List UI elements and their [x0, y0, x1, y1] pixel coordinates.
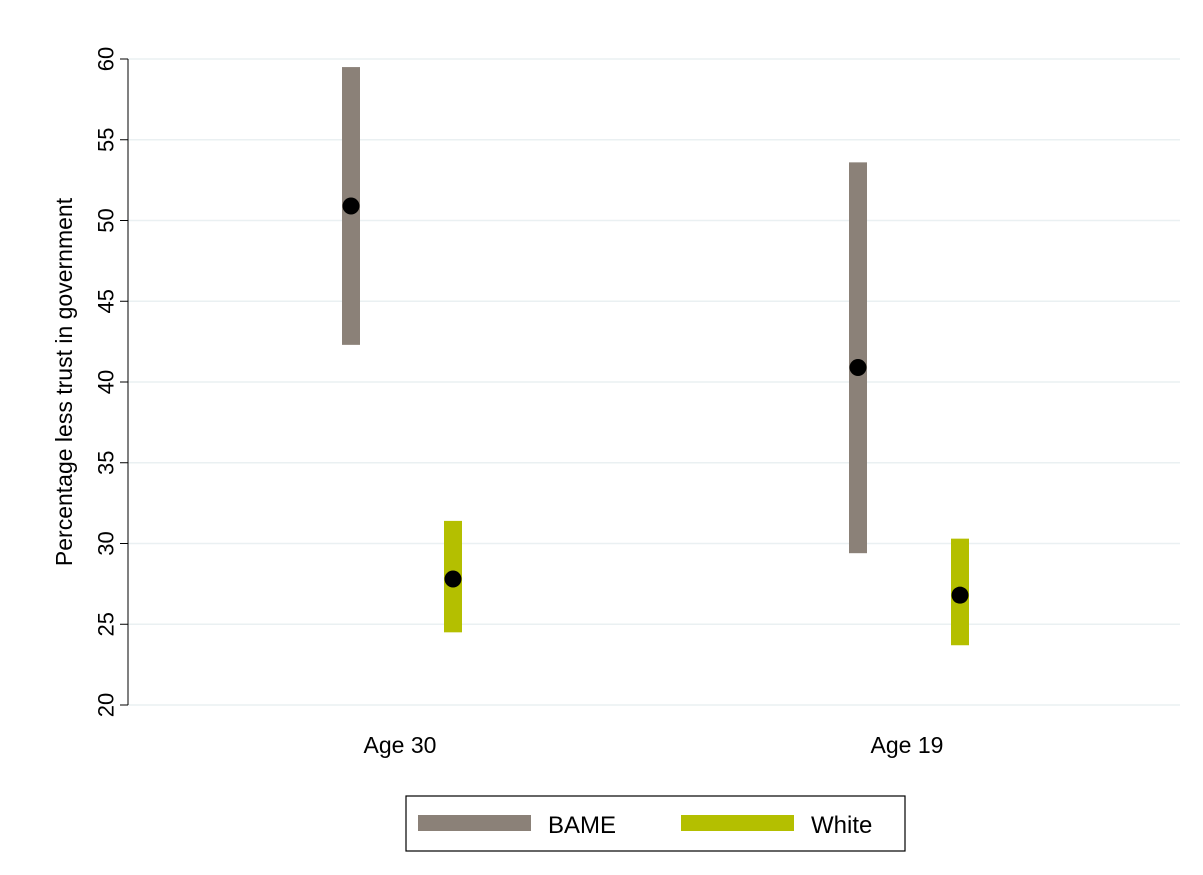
ci-bar-bame [849, 162, 867, 554]
y-tick-label: 50 [94, 208, 119, 232]
y-axis-title: Percentage less trust in government [51, 197, 77, 566]
point-estimate-bame [342, 197, 360, 215]
y-tick-label: 60 [94, 47, 119, 71]
x-category-label: Age 19 [871, 732, 944, 758]
y-tick-label: 40 [94, 370, 119, 394]
chart-marks [342, 67, 969, 646]
y-tick-label: 25 [94, 612, 119, 636]
y-tick-label: 55 [94, 128, 119, 152]
point-estimate-white [951, 586, 969, 604]
axes: 20 25 30 35 40 45 50 55 60 Age 30 Age 19 [94, 47, 944, 758]
y-tick-label: 30 [94, 531, 119, 555]
point-estimate-bame [849, 358, 867, 376]
legend-swatch-white [681, 815, 794, 831]
point-estimate-white [444, 570, 462, 588]
y-tick-label: 45 [94, 289, 119, 313]
legend: BAME White [405, 795, 906, 852]
x-category-label: Age 30 [364, 732, 437, 758]
legend-swatch-bame [418, 815, 531, 831]
gridlines [128, 58, 1180, 706]
y-tick-label: 35 [94, 451, 119, 475]
y-tick-label: 20 [94, 693, 119, 717]
legend-label-bame: BAME [548, 812, 616, 839]
legend-label-white: White [811, 812, 872, 839]
